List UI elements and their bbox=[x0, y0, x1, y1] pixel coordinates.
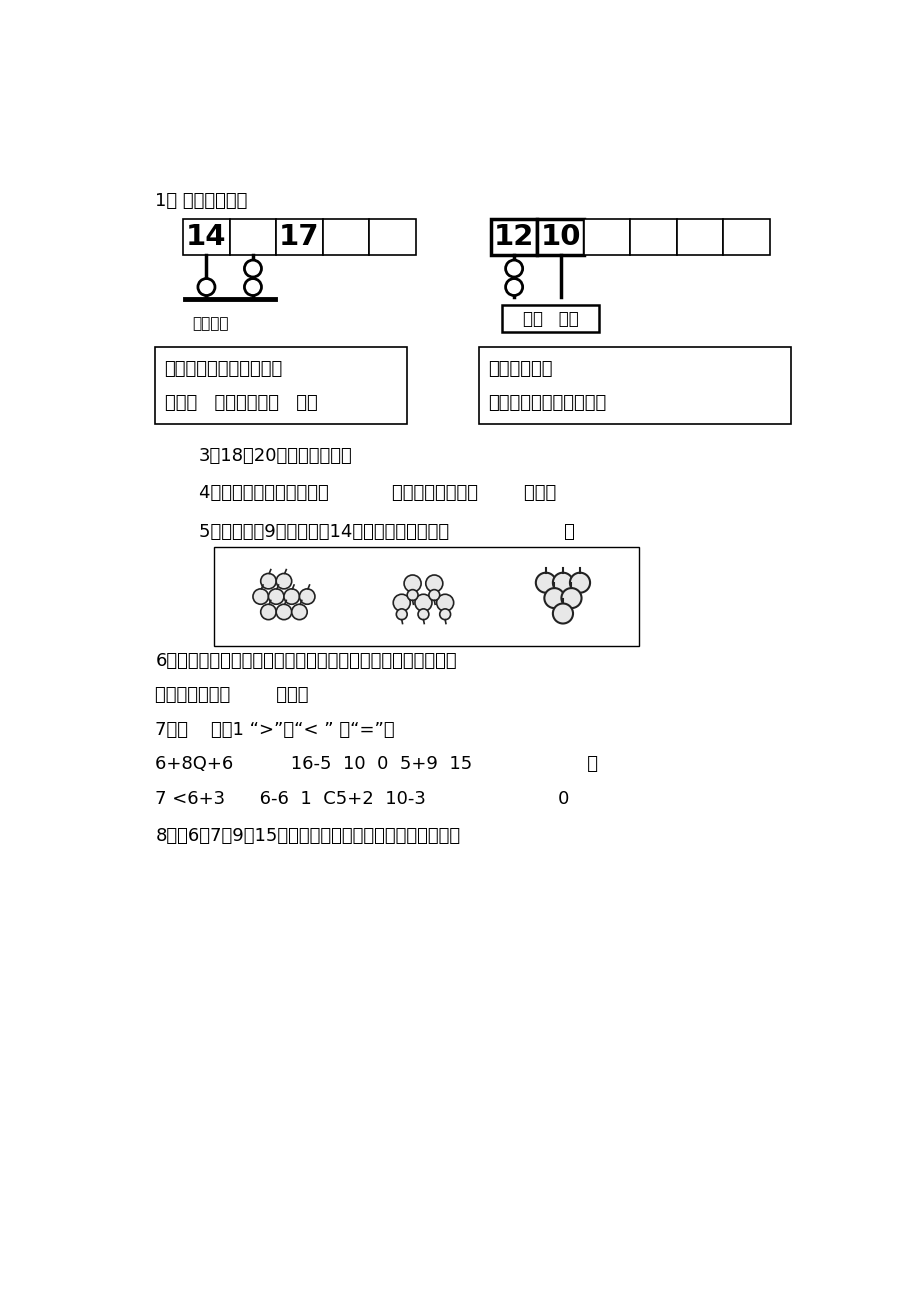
Text: 14: 14 bbox=[186, 222, 226, 251]
Circle shape bbox=[276, 574, 291, 589]
Bar bbox=[214, 548, 638, 645]
Circle shape bbox=[299, 589, 314, 604]
Text: 7 <6+3      6-6  1  C5+2  10-3                       0: 7 <6+3 6-6 1 C5+2 10-3 0 bbox=[155, 790, 569, 808]
Circle shape bbox=[439, 609, 450, 619]
Circle shape bbox=[244, 260, 261, 277]
Text: 4、从右边起，第一位是（           ）位，第二位是（        ）位。: 4、从右边起，第一位是（ ）位，第二位是（ ）位。 bbox=[199, 484, 555, 502]
Bar bbox=[479, 347, 790, 424]
Bar bbox=[276, 220, 323, 255]
Circle shape bbox=[198, 278, 215, 295]
Circle shape bbox=[569, 572, 589, 593]
Circle shape bbox=[291, 604, 307, 619]
Circle shape bbox=[268, 589, 284, 604]
Text: 3、18和20中间的数是（）: 3、18和20中间的数是（） bbox=[199, 448, 352, 466]
Circle shape bbox=[244, 278, 261, 295]
Circle shape bbox=[417, 609, 428, 619]
Bar bbox=[230, 220, 276, 255]
Bar bbox=[722, 220, 769, 255]
Text: 6、苹果比梨多（）个，桃比苹果少（）个，梨比桃多（）个，: 6、苹果比梨多（）个，桃比苹果少（）个，梨比桃多（）个， bbox=[155, 652, 457, 670]
Circle shape bbox=[428, 589, 439, 600]
Circle shape bbox=[396, 609, 407, 619]
Circle shape bbox=[403, 575, 421, 592]
Bar bbox=[323, 220, 369, 255]
Circle shape bbox=[561, 588, 581, 608]
Text: 有（）个十和（）个一，: 有（）个十和（）个一， bbox=[165, 359, 282, 377]
Text: 三种水果一共（        ）个。: 三种水果一共（ ）个。 bbox=[155, 686, 309, 704]
Circle shape bbox=[437, 595, 453, 611]
Text: 十位个位: 十位个位 bbox=[192, 316, 228, 332]
Circle shape bbox=[276, 604, 291, 619]
Bar bbox=[537, 220, 584, 255]
Circle shape bbox=[253, 589, 268, 604]
Circle shape bbox=[552, 572, 573, 593]
Bar bbox=[155, 347, 407, 424]
Circle shape bbox=[407, 589, 417, 600]
Bar bbox=[491, 220, 537, 255]
Text: 17: 17 bbox=[278, 222, 320, 251]
Circle shape bbox=[544, 588, 564, 608]
Circle shape bbox=[260, 574, 276, 589]
Circle shape bbox=[284, 589, 299, 604]
Bar bbox=[676, 220, 722, 255]
Circle shape bbox=[552, 604, 573, 623]
Text: 1、 按规律填数。: 1、 按规律填数。 bbox=[155, 191, 247, 209]
Text: 7、在    里。1 “>”、“< ” 或“=”。: 7、在 里。1 “>”、“< ” 或“=”。 bbox=[155, 721, 394, 739]
Bar bbox=[584, 220, 630, 255]
Circle shape bbox=[260, 604, 276, 619]
Text: 写作：（），读作：（）: 写作：（），读作：（） bbox=[488, 393, 607, 411]
Bar bbox=[630, 220, 676, 255]
Circle shape bbox=[535, 572, 555, 593]
Text: 有（）个十。: 有（）个十。 bbox=[488, 359, 552, 377]
Text: 得数：   （），读作：   （）: 得数： （），读作： （） bbox=[165, 393, 317, 411]
Text: 十位   个位: 十位 个位 bbox=[523, 310, 578, 328]
Text: 6+8Q+6          16-5  10  0  5+9  15                    。: 6+8Q+6 16-5 10 0 5+9 15 。 bbox=[155, 756, 597, 773]
Bar bbox=[502, 304, 598, 333]
Circle shape bbox=[505, 260, 522, 277]
Circle shape bbox=[392, 595, 410, 611]
Circle shape bbox=[414, 595, 432, 611]
Bar bbox=[369, 220, 415, 255]
Text: 8、从6、7、9、15四个数中选出三个数，列出四道算式。: 8、从6、7、9、15四个数中选出三个数，列出四道算式。 bbox=[155, 827, 460, 846]
Bar bbox=[183, 220, 230, 255]
Text: 10: 10 bbox=[539, 222, 580, 251]
Text: 12: 12 bbox=[494, 222, 534, 251]
Text: 5、一个数比9大，但又比14小，这个数可能是（                    ）: 5、一个数比9大，但又比14小，这个数可能是（ ） bbox=[199, 523, 574, 541]
Circle shape bbox=[425, 575, 442, 592]
Circle shape bbox=[505, 278, 522, 295]
